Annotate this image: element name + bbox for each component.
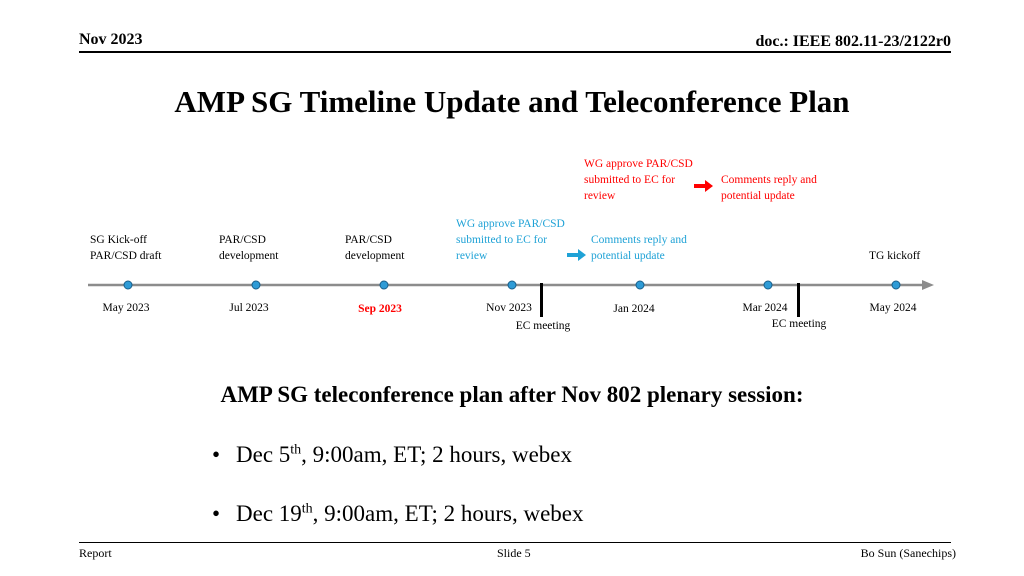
date-label: May 2024 <box>869 302 917 314</box>
milestone-dot-nov-2023 <box>507 280 517 290</box>
date-label-highlighted: Sep 2023 <box>358 303 402 315</box>
red-reply-line-2: potential update <box>721 190 795 202</box>
red-reply-label: Comments reply and potential update <box>721 172 817 204</box>
bullet-glyph: • <box>212 501 221 526</box>
plan-item-suffix: th <box>290 442 302 458</box>
blue-approve-line-1: WG approve PAR/CSD <box>456 218 565 230</box>
red-approve-line-3: review <box>584 190 616 202</box>
timeline-axis <box>88 280 934 290</box>
bullet-glyph: • <box>212 442 221 467</box>
header-doc-id: doc.: IEEE 802.11-23/2122r0 <box>755 33 951 50</box>
kickoff-label: SG Kick-off PAR/CSD draft <box>90 232 161 264</box>
header-rule <box>79 51 951 53</box>
milestone-dot-may-2023 <box>123 280 133 290</box>
ec-meeting-marker <box>540 283 543 317</box>
blue-arrow-icon <box>567 249 586 261</box>
date-label: Mar 2024 <box>742 302 788 314</box>
blue-reply-line-2: potential update <box>591 250 665 262</box>
slide-title: AMP SG Timeline Update and Teleconferenc… <box>174 84 850 119</box>
red-reply-line-1: Comments reply and <box>721 174 817 186</box>
blue-approve-line-3: review <box>456 250 488 262</box>
kickoff-line-2: PAR/CSD draft <box>90 250 162 262</box>
ec-meeting-label: EC meeting <box>771 318 827 330</box>
plan-item-date: Dec 19 <box>236 501 302 526</box>
sep-phase-line-1: PAR/CSD <box>345 234 392 246</box>
blue-approve-label: WG approve PAR/CSD submitted to EC for r… <box>456 216 565 264</box>
milestone-dot-may-2024 <box>891 280 901 290</box>
jul-phase-line-2: development <box>219 250 279 262</box>
red-approve-label: WG approve PAR/CSD submitted to EC for r… <box>584 156 693 204</box>
kickoff-line-1: SG Kick-off <box>90 234 147 246</box>
milestone-dot-mar-2024 <box>763 280 773 290</box>
plan-item: • Dec 5th, 9:00am, ET; 2 hours, webex <box>212 442 572 468</box>
blue-approve-line-2: submitted to EC for <box>456 234 548 246</box>
jul-phase-label: PAR/CSD development <box>219 232 278 264</box>
ec-meeting-label: EC meeting <box>515 320 571 332</box>
header-date: Nov 2023 <box>79 31 143 48</box>
blue-reply-line-1: Comments reply and <box>591 234 687 246</box>
footer-left: Report <box>79 546 112 560</box>
date-label: Jul 2023 <box>229 302 269 314</box>
plan-item-detail: , 9:00am, ET; 2 hours, webex <box>312 501 584 526</box>
sep-phase-label: PAR/CSD development <box>345 232 404 264</box>
milestone-dot-jul-2023 <box>251 280 261 290</box>
red-approve-line-2: submitted to EC for <box>584 174 676 186</box>
blue-reply-label: Comments reply and potential update <box>591 232 687 264</box>
plan-item-date: Dec 5 <box>236 442 291 467</box>
plan-item: • Dec 19th, 9:00am, ET; 2 hours, webex <box>212 501 584 527</box>
red-approve-line-1: WG approve PAR/CSD <box>584 158 693 170</box>
red-arrow-icon <box>694 180 713 192</box>
footer-rule <box>79 542 951 543</box>
plan-item-detail: , 9:00am, ET; 2 hours, webex <box>301 442 573 467</box>
ec-meeting-marker <box>797 283 800 317</box>
sep-phase-line-2: development <box>345 250 405 262</box>
milestone-dot-jan-2024 <box>635 280 645 290</box>
date-label: Jan 2024 <box>613 303 655 315</box>
footer-author: Bo Sun (Sanechips) <box>860 546 956 560</box>
date-label: May 2023 <box>102 302 150 314</box>
plan-heading: AMP SG teleconference plan after Nov 802… <box>220 382 804 407</box>
plan-item-suffix: th <box>301 501 313 517</box>
jul-phase-line-1: PAR/CSD <box>219 234 266 246</box>
milestone-dot-sep-2023 <box>379 280 389 290</box>
slide-number: Slide 5 <box>497 546 531 560</box>
tg-kickoff-label: TG kickoff <box>869 250 921 262</box>
date-label: Nov 2023 <box>486 302 532 314</box>
